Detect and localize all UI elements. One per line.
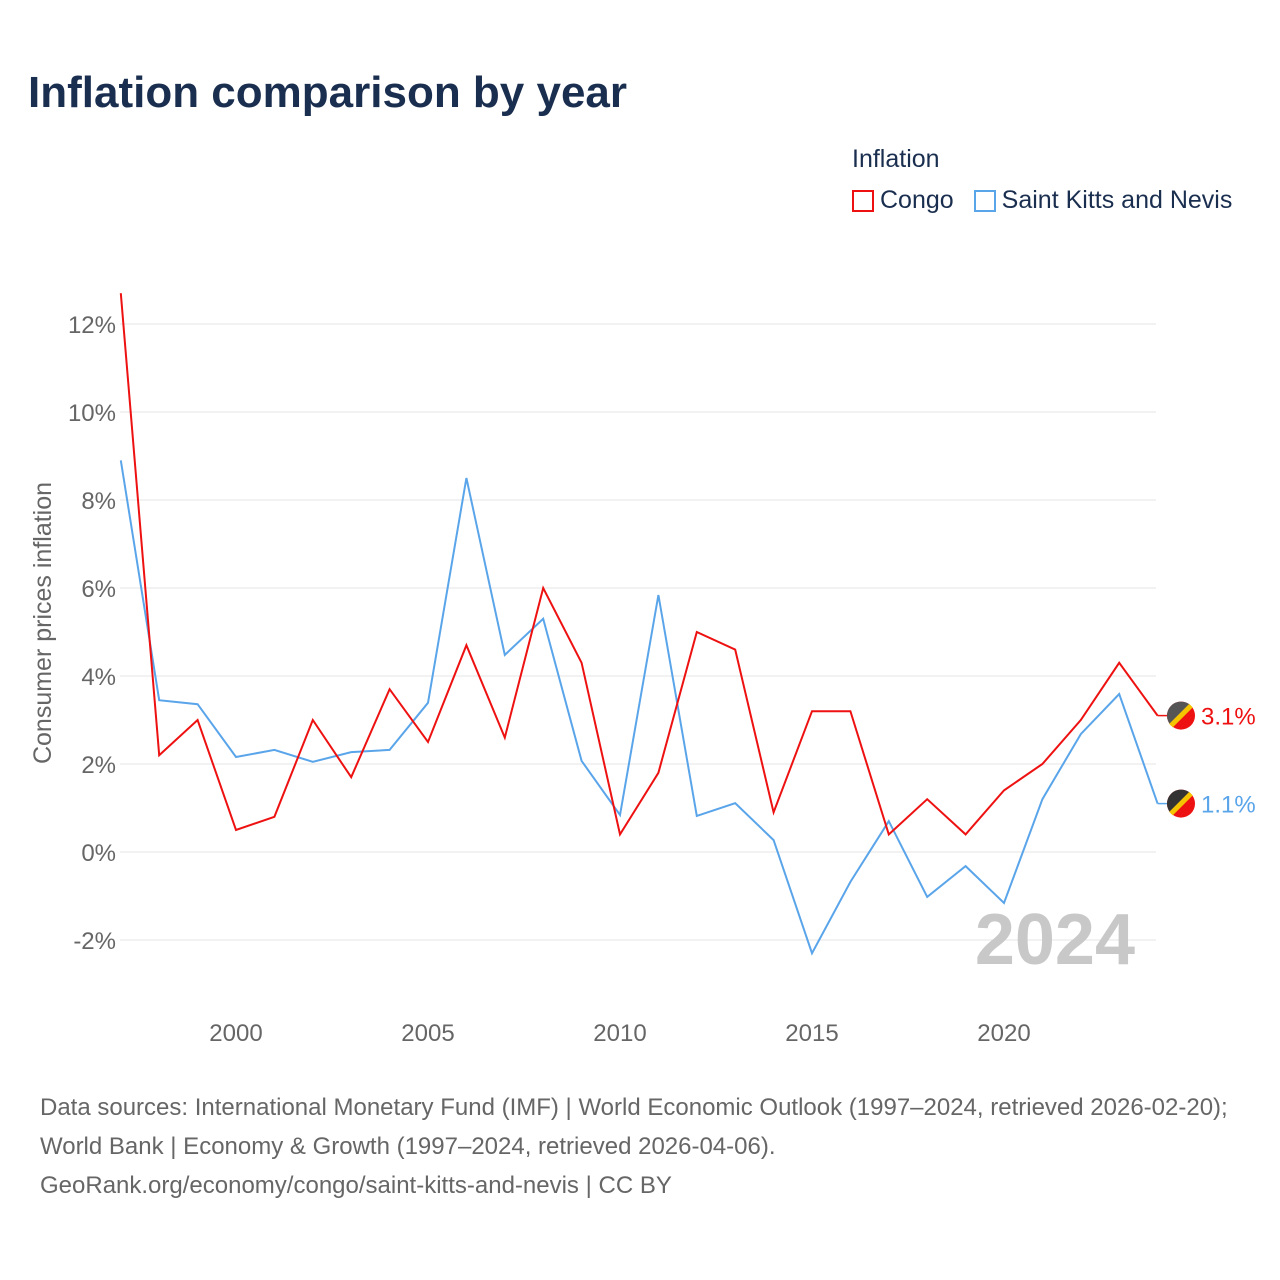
y-tick-label: 0% [81,840,116,867]
y-tick-label: -2% [73,928,116,955]
year-watermark: 2024 [975,900,1135,980]
legend-title: Inflation [852,145,940,173]
legend-label-congo: Congo [880,186,954,214]
legend-item-saint-kitts[interactable]: Saint Kitts and Nevis [973,186,1233,215]
y-tick-label: 10% [68,400,116,427]
x-tick-label: 2020 [977,1020,1030,1047]
x-tick-label: 2005 [401,1020,454,1047]
source-line-1: Data sources: International Monetary Fun… [40,1094,1228,1160]
legend-swatch-congo [852,189,874,212]
flag-icon-stripe [1169,703,1193,728]
legend: Congo Saint Kitts and Nevis [852,186,1244,215]
y-tick-label: 4% [81,664,116,691]
flag-icon-half [1167,701,1191,726]
series-line-congo [119,293,1159,838]
chart-title: Inflation comparison by year [28,68,628,117]
x-tick-label: 2000 [209,1020,262,1047]
source-note: Data sources: International Monetary Fun… [40,1088,1250,1205]
y-tick-label: 2% [81,752,116,779]
x-tick-label: 2015 [785,1020,838,1047]
y-tick-label: 12% [68,312,116,339]
y-tick-label: 8% [81,488,116,515]
flag-icon-half [1167,789,1191,814]
end-value-label: 1.1% [1201,792,1256,819]
legend-swatch-saint-kitts [973,189,996,212]
y-tick-label: 6% [81,576,116,603]
legend-label-saint-kitts: Saint Kitts and Nevis [1001,186,1233,214]
series-line-saint-kitts [119,460,1159,956]
flag-icon-stripe [1169,791,1193,816]
legend-item-congo[interactable]: Congo [852,186,954,215]
end-value-label: 3.1% [1201,704,1256,731]
x-tick-label: 2010 [593,1020,646,1047]
source-line-2: GeoRank.org/economy/congo/saint-kitts-an… [40,1172,672,1199]
y-axis-label: Consumer prices inflation [29,482,57,764]
